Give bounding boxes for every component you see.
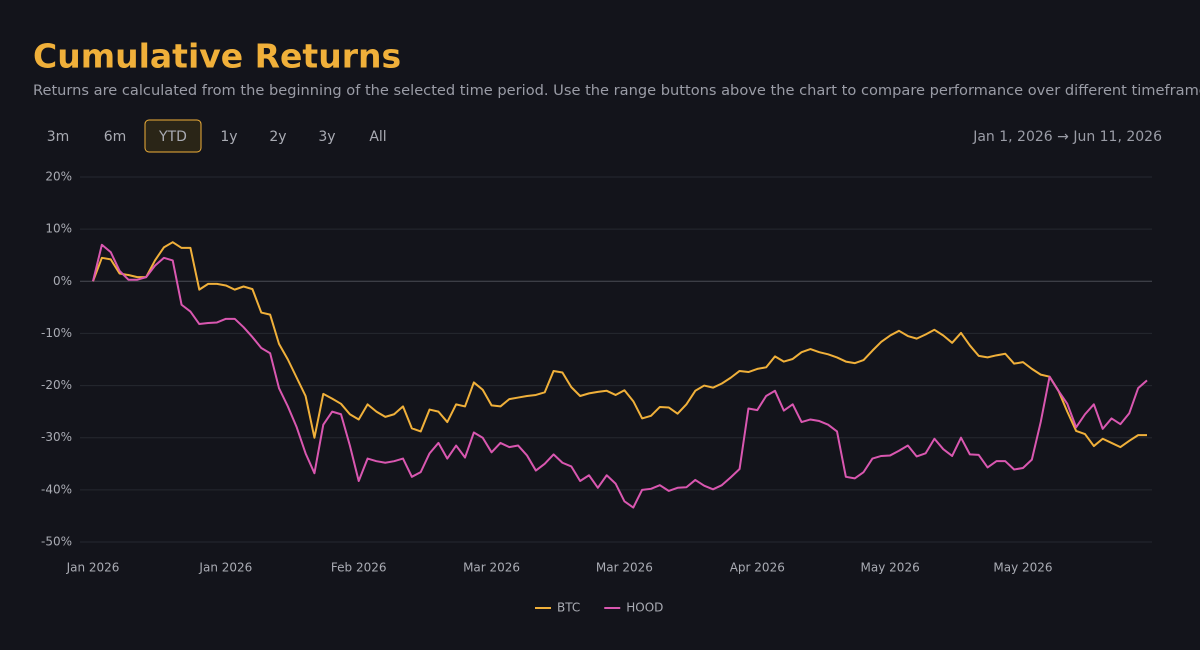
range-button-active[interactable] bbox=[144, 119, 202, 153]
x-tick-label: Jan 2026 bbox=[66, 561, 120, 575]
legend-label: HOOD bbox=[626, 601, 663, 615]
range-button[interactable]: 3m bbox=[47, 129, 70, 145]
y-tick-label: 10% bbox=[45, 222, 72, 236]
y-tick-label: -40% bbox=[41, 482, 72, 496]
date-range: Jan 1, 2026 → Jun 11, 2026 bbox=[972, 129, 1162, 145]
series-line bbox=[92, 241, 1147, 449]
x-tick-label: Mar 2026 bbox=[596, 561, 653, 575]
chart-subtitle: Returns are calculated from the beginnin… bbox=[33, 82, 1200, 99]
x-tick-label: May 2026 bbox=[861, 561, 920, 575]
range-button[interactable]: 2y bbox=[269, 129, 286, 145]
range-button[interactable]: 1y bbox=[220, 129, 237, 145]
range-button[interactable]: All bbox=[369, 129, 386, 145]
x-tick-label: Mar 2026 bbox=[463, 561, 520, 575]
y-tick-label: 20% bbox=[45, 170, 72, 184]
y-tick-label: -30% bbox=[41, 430, 72, 444]
y-tick-label: -20% bbox=[41, 378, 72, 392]
x-tick-label: Apr 2026 bbox=[730, 561, 785, 575]
y-tick-label: -50% bbox=[41, 535, 72, 549]
range-button[interactable]: 3y bbox=[318, 129, 335, 145]
series-line bbox=[92, 243, 1148, 509]
legend-label: BTC bbox=[557, 601, 580, 615]
y-tick-label: -10% bbox=[41, 326, 72, 340]
x-tick-label: Feb 2026 bbox=[331, 561, 387, 575]
x-tick-label: Jan 2026 bbox=[198, 561, 252, 575]
range-button[interactable]: 6m bbox=[104, 129, 127, 145]
x-tick-label: May 2026 bbox=[993, 561, 1052, 575]
y-tick-label: 0% bbox=[53, 274, 72, 288]
range-button[interactable]: YTD bbox=[158, 129, 187, 145]
chart-title: Cumulative Returns bbox=[33, 37, 401, 76]
